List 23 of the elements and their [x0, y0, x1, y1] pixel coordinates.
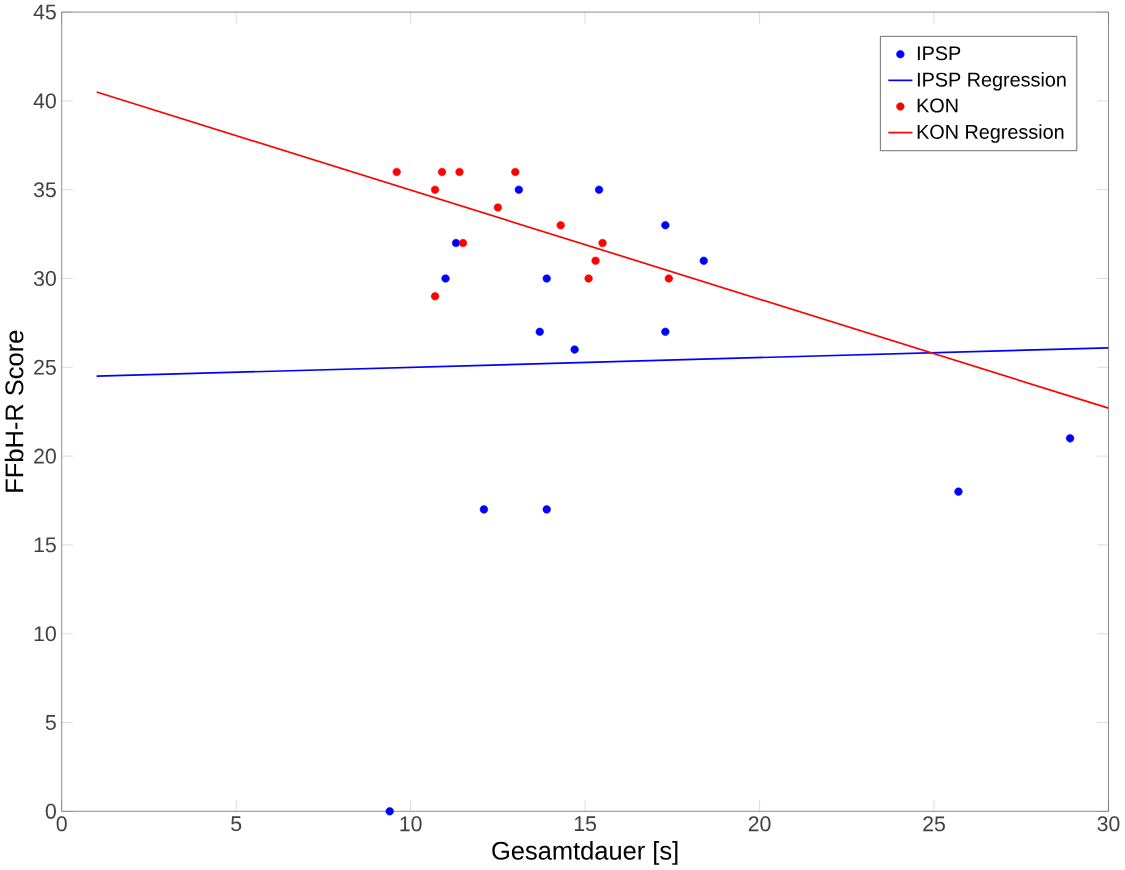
legend-label: IPSP Regression [917, 72, 1066, 91]
y-axis-title: FFbH-R Score [4, 331, 24, 492]
y-tick-label: 5 [45, 715, 56, 731]
y-tick-label: 40 [33, 93, 56, 109]
x-tick-label: 30 [1097, 816, 1120, 832]
y-tick-label: 25 [34, 360, 56, 376]
y-tick-label: 10 [34, 626, 56, 642]
x-tick-label: 15 [574, 816, 597, 832]
x-tick-label: 25 [923, 816, 945, 832]
y-tick-label: 15 [34, 537, 56, 553]
y-tick-label: 45 [33, 4, 56, 20]
y-tick-label: 0 [45, 804, 56, 820]
x-tick-label: 20 [748, 816, 771, 832]
legend-label: KON Regression [917, 124, 1064, 144]
x-axis-title: Gesamtdauer [s] [492, 841, 678, 866]
legend-label: KON [917, 98, 958, 113]
x-tick-label: 0 [56, 816, 67, 832]
y-tick-label: 20 [34, 448, 56, 464]
x-tick-label: 10 [400, 816, 422, 832]
legend-label: IPSP [917, 46, 961, 61]
y-tick-label: 35 [33, 182, 56, 198]
x-tick-label: 5 [231, 816, 242, 832]
y-tick-label: 30 [33, 271, 56, 287]
